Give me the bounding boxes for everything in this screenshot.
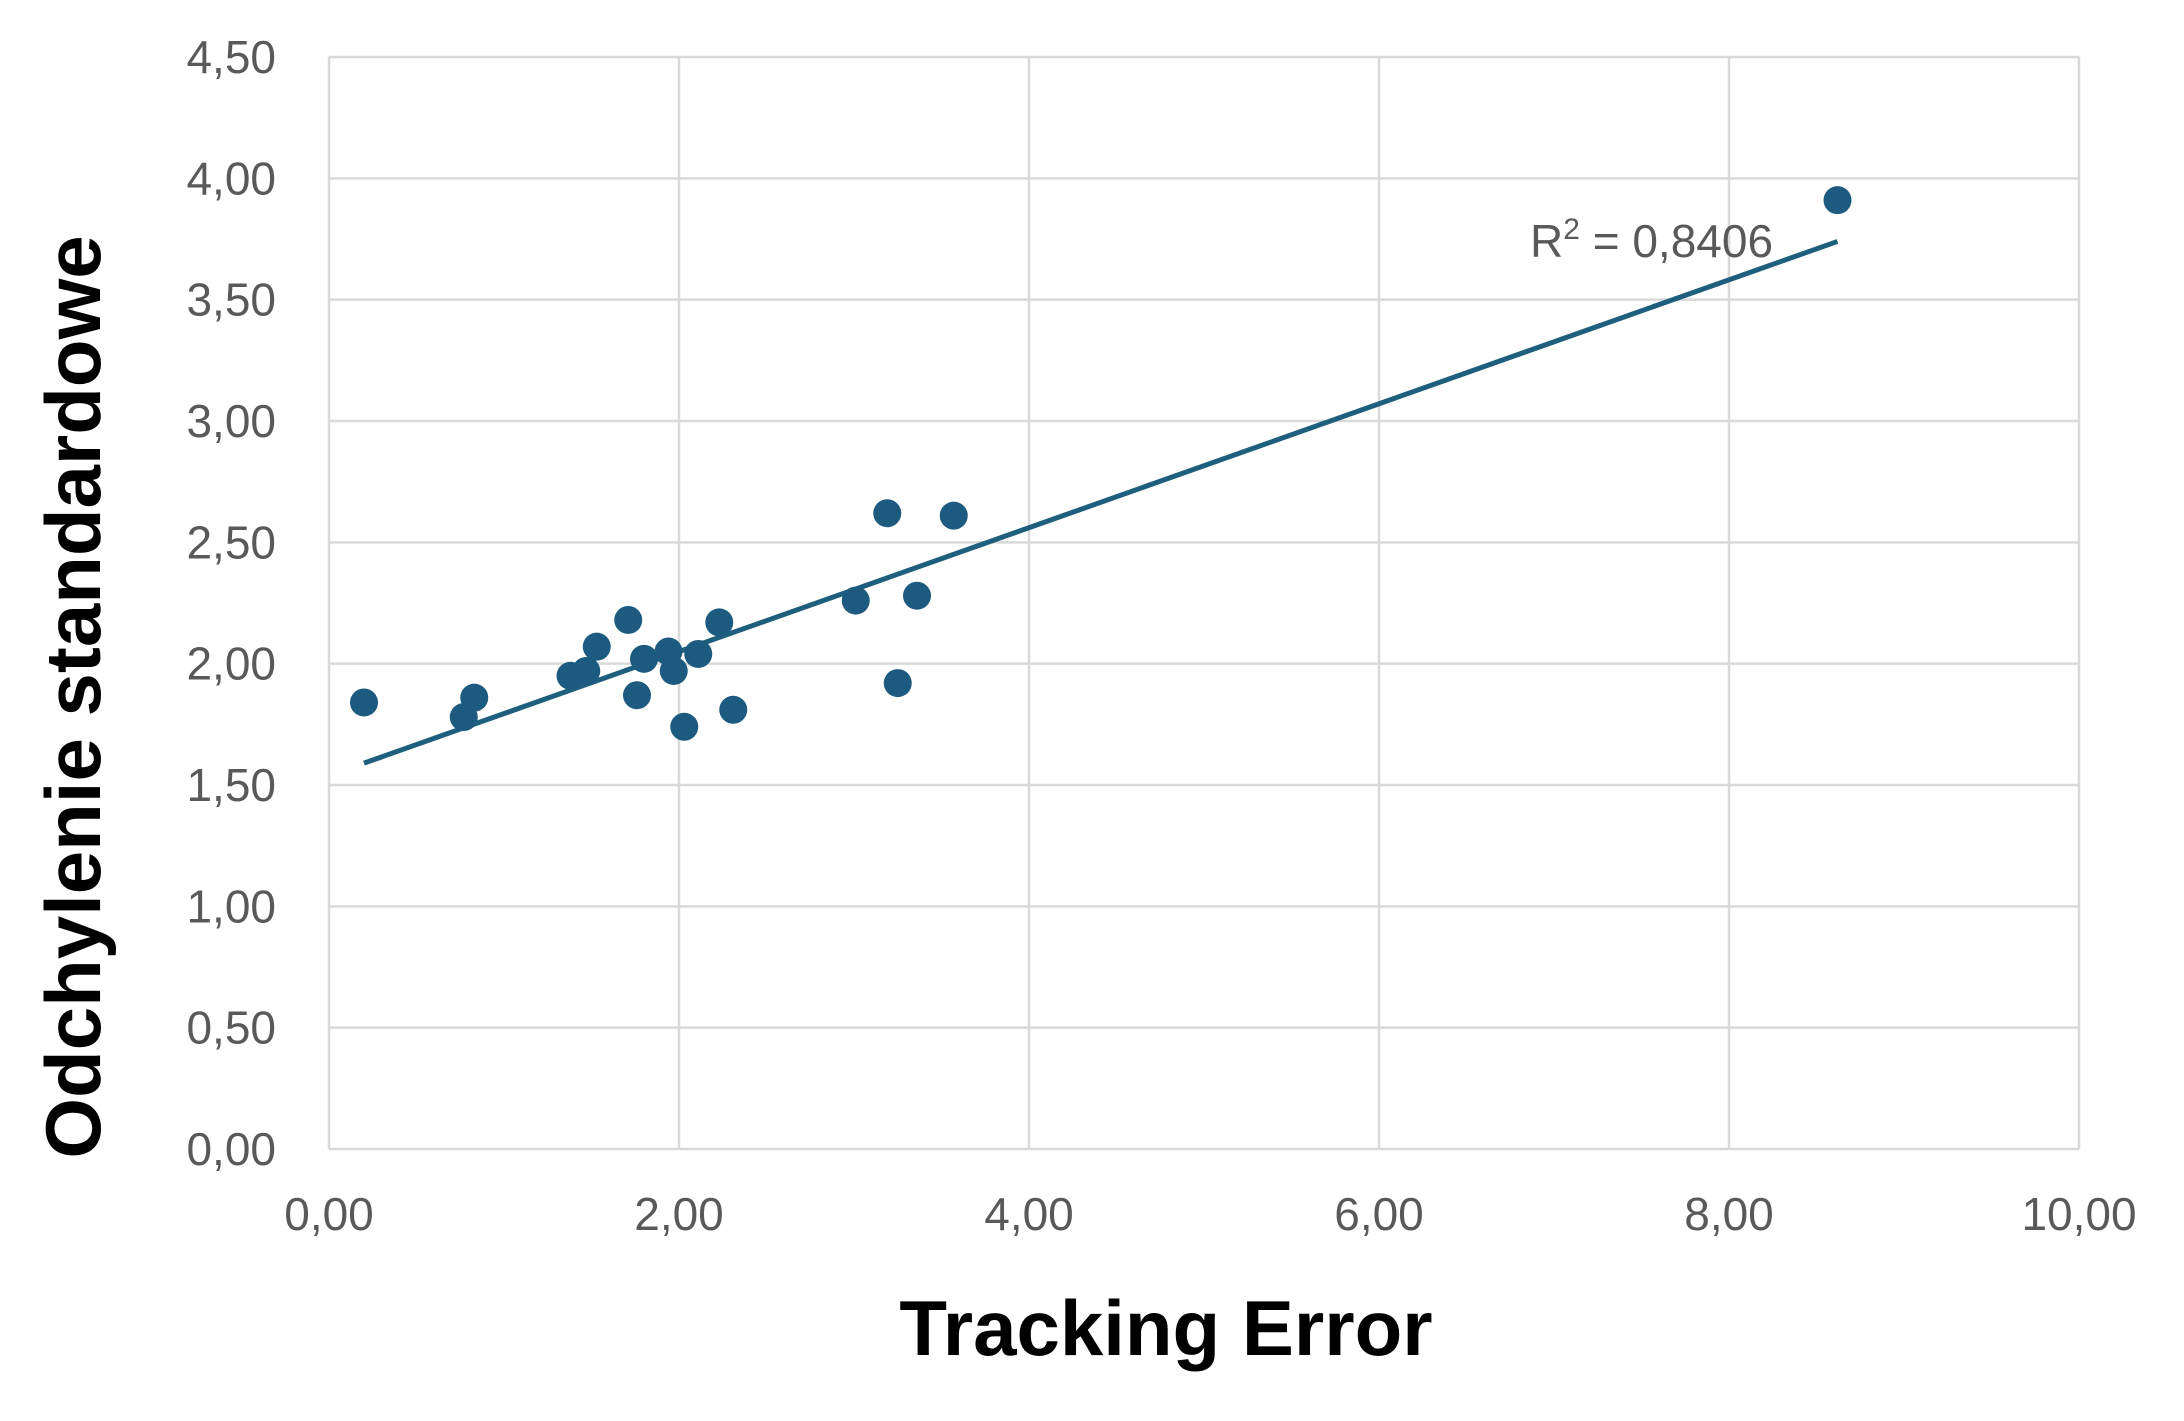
- y-tick-label: 0,00: [186, 1123, 276, 1175]
- y-tick-label: 1,00: [186, 880, 276, 932]
- r-squared-label: R2 = 0,8406: [1530, 213, 1773, 267]
- data-point: [460, 683, 489, 712]
- data-point: [841, 586, 870, 615]
- data-points: [350, 186, 1852, 741]
- data-point: [670, 712, 699, 741]
- trendline: [363, 239, 1839, 766]
- data-point: [572, 656, 601, 685]
- data-point: [582, 632, 611, 661]
- grid: [327, 55, 2081, 1151]
- data-point: [684, 639, 713, 668]
- data-point: [719, 695, 748, 724]
- y-tick-label: 2,50: [186, 516, 276, 568]
- x-axis-title: Tracking Error: [899, 1284, 1432, 1372]
- trendline-layer: [363, 239, 1839, 766]
- y-tick-label: 4,50: [186, 31, 276, 83]
- data-point: [939, 501, 968, 530]
- r-squared-prefix: R: [1530, 215, 1563, 267]
- data-point: [350, 688, 378, 717]
- x-tick-label: 4,00: [984, 1188, 1074, 1240]
- r-squared-superscript: 2: [1563, 213, 1580, 246]
- y-tick-label: 3,50: [186, 274, 276, 326]
- x-tick-label: 6,00: [1334, 1188, 1424, 1240]
- data-point: [903, 581, 931, 610]
- x-tick-label: 2,00: [634, 1188, 724, 1240]
- data-point: [705, 608, 734, 637]
- tick-labels: 0,00 2,00 4,00 6,00 8,00 10,00 0,00 0,50 1,00 1,5…: [186, 31, 2136, 1240]
- y-tick-label: 4,00: [186, 152, 276, 204]
- data-point: [614, 605, 643, 634]
- data-point: [630, 644, 658, 673]
- x-tick-label: 0,00: [284, 1188, 374, 1240]
- data-point: [873, 499, 902, 528]
- r-squared-value: = 0,8406: [1580, 215, 1773, 267]
- y-tick-label: 3,00: [186, 395, 276, 447]
- x-tick-label: 8,00: [1684, 1188, 1774, 1240]
- y-tick-label: 0,50: [186, 1002, 276, 1054]
- y-tick-label: 2,00: [186, 638, 276, 690]
- y-tick-label: 1,50: [186, 759, 276, 811]
- y-axis-title: Odchylenie standardowe: [29, 235, 117, 1158]
- data-point: [659, 656, 688, 685]
- data-point: [1823, 186, 1852, 215]
- x-tick-label: 10,00: [2021, 1188, 2136, 1240]
- data-point: [883, 669, 912, 698]
- data-point: [623, 681, 651, 710]
